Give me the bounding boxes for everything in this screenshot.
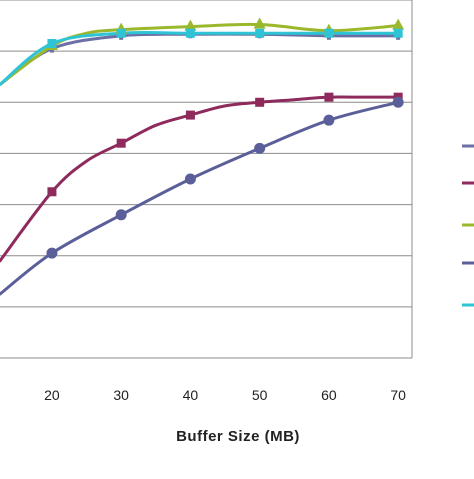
data-point-marker [184, 173, 196, 185]
x-tick-label: 40 [183, 387, 199, 403]
data-point-marker [392, 96, 404, 108]
x-tick-label: 30 [113, 387, 129, 403]
data-point-marker [47, 38, 57, 48]
data-point-marker [46, 247, 58, 259]
series-markers [45, 17, 405, 259]
data-point-marker [185, 28, 195, 38]
x-axis-title: Buffer Size (MB) [176, 428, 300, 445]
data-point-marker [116, 28, 126, 38]
x-tick-label: 50 [252, 387, 268, 403]
x-tick-label: 20 [44, 387, 60, 403]
series-line [0, 30, 400, 86]
data-point-marker [255, 28, 265, 38]
series-line [0, 100, 400, 296]
data-point-marker [184, 19, 197, 31]
data-point-marker [324, 92, 334, 102]
data-point-marker [393, 28, 403, 38]
data-point-marker [47, 187, 57, 197]
data-point-marker [254, 142, 266, 154]
data-point-marker [185, 110, 195, 120]
data-point-marker [116, 138, 126, 148]
data-point-marker [255, 97, 265, 107]
series-line [0, 95, 400, 263]
data-point-marker [323, 114, 335, 126]
data-point-marker [253, 17, 266, 29]
gridlines [0, 0, 412, 308]
axes: 20 30 40 50 60 70 [0, 0, 413, 403]
data-point-marker [392, 18, 405, 30]
legend [462, 144, 474, 307]
data-point-marker [324, 28, 334, 38]
x-tick-label: 60 [321, 387, 337, 403]
x-tick-label: 70 [390, 387, 406, 403]
series-lines [0, 22, 400, 296]
data-point-marker [115, 209, 127, 221]
